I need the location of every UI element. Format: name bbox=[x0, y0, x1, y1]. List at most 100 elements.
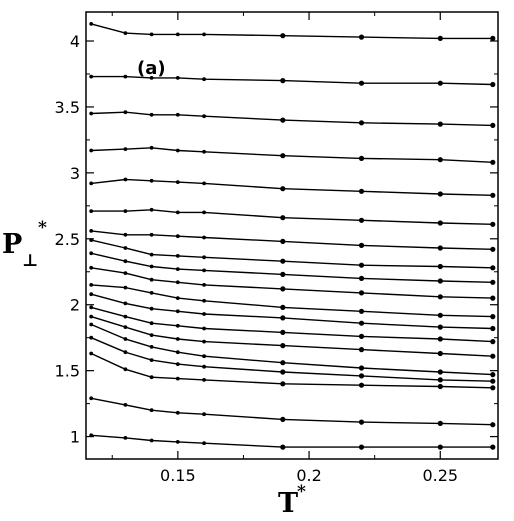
isotherm-series bbox=[89, 335, 496, 384]
data-point bbox=[437, 312, 443, 318]
isotherm-series bbox=[89, 74, 496, 88]
data-point bbox=[175, 376, 180, 381]
data-point bbox=[175, 309, 180, 314]
data-point bbox=[202, 326, 207, 331]
data-point bbox=[149, 112, 154, 117]
data-point bbox=[280, 271, 286, 277]
data-point bbox=[437, 121, 443, 127]
data-point bbox=[358, 262, 365, 268]
data-point bbox=[149, 291, 154, 295]
y-tick-label: 2.5 bbox=[55, 230, 80, 249]
data-point bbox=[123, 350, 128, 355]
isotherm-series bbox=[89, 207, 496, 227]
data-point bbox=[202, 378, 207, 382]
data-point bbox=[490, 192, 496, 198]
data-point bbox=[490, 221, 496, 227]
data-point bbox=[280, 360, 286, 366]
data-point bbox=[437, 383, 443, 390]
data-point bbox=[123, 74, 128, 79]
data-point bbox=[123, 325, 128, 329]
x-tick-label: 0.15 bbox=[160, 466, 196, 485]
y-tick-label: 3.5 bbox=[55, 98, 80, 117]
y-axis-label-subscript: ⊥ bbox=[22, 251, 38, 271]
data-point bbox=[175, 112, 180, 117]
y-tick-label: 4 bbox=[70, 32, 80, 51]
isotherm-series bbox=[89, 433, 496, 450]
data-point bbox=[490, 353, 496, 359]
data-point bbox=[490, 122, 496, 128]
data-point bbox=[123, 177, 128, 182]
y-axis-label-superscript: * bbox=[38, 218, 47, 238]
data-point bbox=[202, 412, 207, 417]
data-point bbox=[202, 339, 207, 344]
data-point bbox=[490, 325, 496, 332]
x-axis-label-superscript: * bbox=[297, 482, 306, 502]
data-point bbox=[437, 369, 443, 375]
data-point bbox=[123, 314, 128, 319]
data-point bbox=[89, 265, 94, 270]
data-point bbox=[123, 285, 128, 290]
data-point bbox=[280, 381, 286, 387]
y-tick-label: 1.5 bbox=[55, 362, 80, 381]
data-point bbox=[175, 76, 180, 80]
data-point bbox=[89, 351, 94, 356]
data-point bbox=[149, 375, 154, 380]
data-point bbox=[123, 271, 128, 275]
data-point bbox=[358, 290, 365, 296]
data-point bbox=[280, 444, 286, 450]
data-point bbox=[280, 329, 286, 335]
data-point bbox=[358, 80, 365, 86]
data-point bbox=[437, 263, 443, 270]
isotherm-series bbox=[89, 265, 496, 301]
data-point bbox=[358, 188, 365, 194]
tick-layer: 0.15 0.2 0.25 1 1.5 2 2.5 3 3.5 4 bbox=[55, 12, 498, 485]
data-point bbox=[358, 275, 365, 281]
data-point bbox=[202, 441, 207, 446]
isotherm-series bbox=[89, 322, 496, 378]
isotherm-series bbox=[89, 292, 496, 332]
data-point bbox=[358, 320, 365, 326]
data-point bbox=[149, 207, 154, 212]
data-point bbox=[123, 110, 128, 115]
data-point bbox=[123, 209, 128, 214]
data-point bbox=[175, 267, 180, 271]
isotherm-series bbox=[89, 177, 496, 198]
isotherm-series bbox=[89, 22, 496, 42]
data-point bbox=[175, 148, 180, 153]
data-point bbox=[202, 268, 207, 273]
data-point bbox=[490, 372, 496, 378]
data-point bbox=[149, 358, 154, 362]
data-point bbox=[149, 333, 154, 337]
data-point bbox=[280, 304, 286, 310]
data-point bbox=[175, 362, 180, 366]
data-point bbox=[149, 438, 154, 443]
isotherm-series bbox=[89, 110, 496, 128]
x-tick-label: 0.2 bbox=[296, 466, 321, 485]
data-point bbox=[437, 336, 443, 342]
data-point bbox=[280, 33, 286, 39]
data-point bbox=[358, 347, 365, 353]
data-point bbox=[175, 337, 180, 341]
data-point bbox=[437, 245, 443, 251]
data-point bbox=[280, 215, 286, 221]
data-point bbox=[490, 314, 496, 320]
data-point bbox=[202, 181, 207, 186]
data-point bbox=[123, 301, 128, 306]
data-point bbox=[175, 234, 180, 239]
data-point bbox=[175, 296, 180, 300]
data-point bbox=[437, 220, 443, 226]
data-point bbox=[280, 369, 286, 375]
data-point bbox=[89, 74, 94, 79]
data-point bbox=[89, 181, 94, 186]
data-point bbox=[490, 35, 496, 42]
data-point bbox=[358, 373, 365, 379]
data-point bbox=[123, 367, 128, 372]
isotherm-series bbox=[89, 314, 496, 359]
data-point bbox=[280, 258, 286, 264]
data-point bbox=[202, 235, 207, 240]
y-axis-label-main: P bbox=[2, 229, 22, 260]
data-point bbox=[89, 148, 94, 153]
data-point bbox=[89, 229, 94, 233]
data-point bbox=[89, 305, 94, 310]
data-point bbox=[280, 186, 286, 192]
